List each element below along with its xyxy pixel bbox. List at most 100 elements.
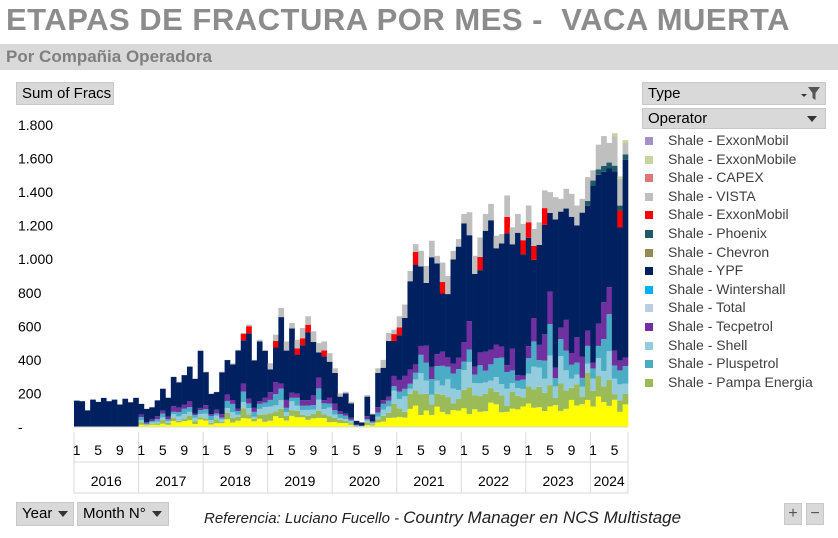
bar-segment <box>224 413 231 420</box>
bar-segment <box>305 419 311 427</box>
bar-segment <box>396 408 403 417</box>
bar-segment <box>246 408 252 415</box>
bar-segment <box>412 244 419 252</box>
bar-segment <box>143 425 150 427</box>
month-tick-label: 5 <box>611 442 619 458</box>
operator-filter-button[interactable]: Operator <box>642 108 826 129</box>
legend-item[interactable]: Shale - ExxonMobil <box>642 206 832 225</box>
legend-label: Shale - YPF <box>668 262 744 279</box>
bar-segment <box>461 389 467 409</box>
bar-segment <box>170 414 177 419</box>
bar-segment <box>412 364 419 373</box>
bar-segment <box>299 400 306 406</box>
bar-segment <box>256 341 263 402</box>
bar-segment <box>412 379 419 391</box>
legend-item[interactable]: Shale - VISTA <box>642 188 832 207</box>
bar-segment <box>488 349 494 365</box>
bar-segment <box>235 416 242 421</box>
bar-segment <box>111 399 118 427</box>
month-tick-label: 1 <box>331 442 339 458</box>
bar-segment <box>504 411 510 427</box>
bar-segment <box>488 203 494 221</box>
bar-segment <box>520 406 527 427</box>
bar-segment <box>617 227 623 361</box>
legend-item[interactable]: Shale - Total <box>642 299 832 318</box>
bar-segment <box>181 375 188 405</box>
bar-segment <box>305 409 311 416</box>
bar-segment <box>434 263 441 355</box>
legend-item[interactable]: Shale - Shell <box>642 337 832 356</box>
legend-item[interactable]: Shale - Pampa Energia <box>642 374 832 393</box>
bar-segment <box>192 413 199 415</box>
bar-segment <box>611 399 618 427</box>
legend-item[interactable]: Shale - YPF <box>642 262 832 281</box>
bar-segment <box>251 411 258 417</box>
bar-segment <box>278 408 285 419</box>
bar-segment <box>321 356 328 401</box>
bar-segment <box>488 388 494 403</box>
bar-segment <box>240 333 247 334</box>
bar-segment <box>595 323 602 346</box>
month-tick-label: 1 <box>589 442 597 458</box>
legend-label: Shale - ExxonMobile <box>668 150 797 167</box>
bar-segment <box>192 379 199 414</box>
bar-segment <box>498 357 505 385</box>
bar-segment <box>445 379 451 398</box>
bar-segment <box>391 417 398 427</box>
legend-item[interactable]: Shale - Phoenix <box>642 225 832 244</box>
bar-segment <box>348 417 354 420</box>
bar-segment <box>396 379 403 392</box>
bar-segment <box>337 393 344 397</box>
bar-segment <box>364 420 371 423</box>
bar-segment <box>552 386 559 398</box>
bar-segment <box>590 368 597 379</box>
bar-segment <box>622 357 629 367</box>
bar-segment <box>391 386 398 391</box>
bar-segment <box>294 354 301 394</box>
y-tick-label: 200 <box>18 385 42 401</box>
month-tick-label: 9 <box>503 442 511 458</box>
bar-segment <box>267 399 274 407</box>
month-field-button[interactable]: Month N° <box>77 502 169 526</box>
bar-segment <box>515 375 521 381</box>
bar-segment <box>552 378 559 387</box>
bar-segment <box>617 370 623 385</box>
bar-segment <box>235 349 242 351</box>
legend-item[interactable]: Shale - CAPEX <box>642 169 832 188</box>
bar-segment <box>375 372 381 408</box>
bar-segment <box>165 397 172 417</box>
bar-segment <box>568 193 575 217</box>
values-field-button[interactable]: Sum of Fracs <box>16 82 114 105</box>
bar-segment <box>423 410 430 427</box>
bar-segment <box>574 225 580 338</box>
legend-item[interactable]: Shale - ExxonMobil <box>642 132 832 151</box>
legend-item[interactable]: Shale - Pluspetrol <box>642 355 832 374</box>
legend-item[interactable]: Shale - Chevron <box>642 244 832 263</box>
bar-segment <box>531 259 537 319</box>
bar-segment <box>95 401 102 427</box>
legend-item[interactable]: Shale - ExxonMobile <box>642 151 832 170</box>
bar-segment <box>299 405 306 411</box>
month-tick-label: 5 <box>94 442 102 458</box>
bar-segment <box>434 255 441 264</box>
bar-segment <box>407 369 414 384</box>
bar-segment <box>262 350 268 398</box>
bar-segment <box>353 420 360 421</box>
type-filter-button[interactable]: Type <box>642 82 826 105</box>
bar-segment <box>208 415 215 420</box>
year-label: 2021 <box>413 473 444 489</box>
year-label: 2020 <box>349 473 380 489</box>
bar-segment <box>316 377 322 389</box>
legend-item[interactable]: Shale - Tecpetrol <box>642 318 832 337</box>
bar-segment <box>541 392 548 411</box>
y-tick-label: 1.000 <box>18 251 53 267</box>
expand-button[interactable]: + <box>784 503 802 525</box>
bar-segment <box>203 371 209 373</box>
bar-segment <box>246 324 252 327</box>
bar-segment <box>525 237 532 347</box>
collapse-button[interactable]: − <box>806 503 824 525</box>
legend-item[interactable]: Shale - Wintershall <box>642 281 832 300</box>
year-field-button[interactable]: Year <box>16 502 74 526</box>
bar-segment <box>348 401 354 404</box>
bar-segment <box>504 216 510 234</box>
